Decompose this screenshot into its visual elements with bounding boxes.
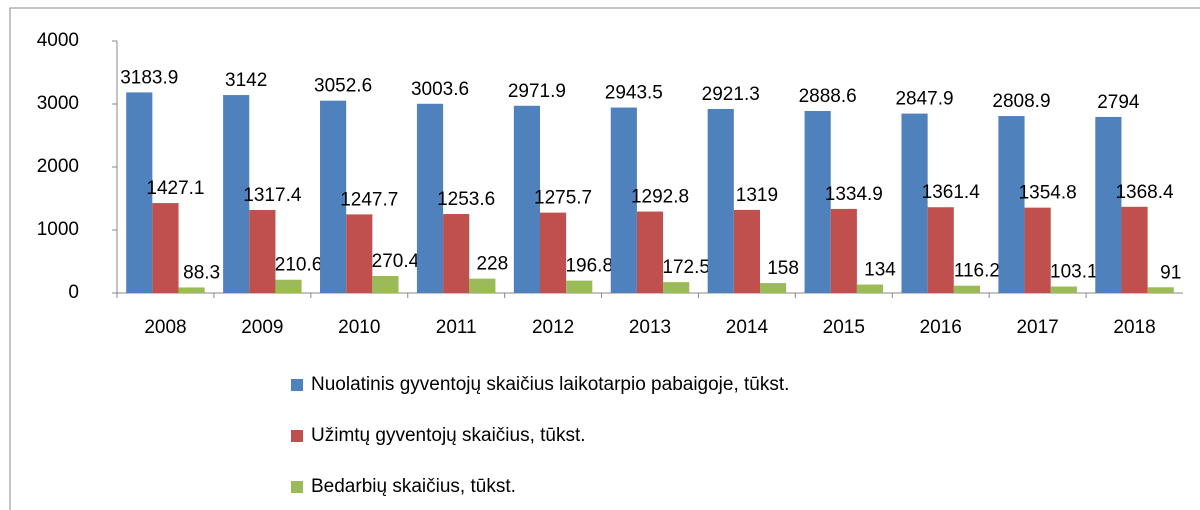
data-label: 158 (767, 258, 799, 279)
x-tick-label: 2010 (338, 317, 380, 338)
data-label: 1319 (736, 185, 778, 206)
bar (1050, 286, 1077, 293)
data-label: 1275.7 (534, 188, 592, 209)
x-tick-label: 2017 (1016, 317, 1058, 338)
bar (346, 214, 373, 293)
x-tick-label: 2009 (241, 317, 283, 338)
data-label: 2794 (1097, 92, 1140, 113)
legend-label: Bedarbių skaičius, tūkst. (311, 476, 516, 497)
bar (1024, 207, 1051, 293)
chart-frame (9, 7, 1200, 510)
x-tick-label: 2018 (1113, 317, 1155, 338)
x-tick-label: 2011 (436, 317, 477, 338)
legend-swatch (291, 379, 303, 391)
data-label: 1247.7 (340, 189, 398, 210)
data-label: 1354.8 (1019, 183, 1077, 204)
bar (856, 284, 884, 293)
data-label: 270.4 (372, 251, 420, 272)
legend-label: Užimtų gyventojų skaičius, tūkst. (311, 425, 586, 446)
data-label: 116.2 (954, 261, 1000, 282)
bar (372, 275, 399, 293)
data-label: 88.3 (183, 262, 220, 283)
data-label: 1253.6 (437, 189, 495, 210)
data-label: 2971.9 (508, 81, 566, 102)
data-label: 228 (476, 254, 508, 275)
data-label: 103.1 (1050, 262, 1098, 283)
data-label: 3183.9 (120, 67, 178, 88)
bar (320, 100, 347, 293)
data-label: 1361.4 (922, 182, 981, 203)
bar (610, 107, 637, 293)
x-tick-label: 2015 (823, 317, 865, 338)
data-label: 1334.9 (825, 184, 883, 205)
data-label: 196.8 (565, 256, 613, 277)
bar (953, 285, 980, 293)
bar (275, 279, 302, 293)
bar (469, 278, 496, 293)
y-tick-label: 2000 (37, 156, 79, 177)
y-tick-label: 4000 (37, 30, 79, 51)
bar (540, 212, 567, 293)
legend-swatch (291, 481, 303, 493)
data-label: 1292.8 (631, 187, 689, 208)
bar (416, 103, 444, 294)
bar (901, 113, 928, 293)
y-tick-label: 0 (68, 282, 79, 303)
data-label: 172.5 (662, 257, 710, 278)
y-tick-label: 3000 (37, 93, 79, 114)
data-label: 210.6 (275, 255, 323, 276)
data-label: 1368.4 (1115, 182, 1174, 203)
data-label: 1317.4 (243, 185, 302, 206)
bar (830, 208, 857, 293)
data-label: 3052.6 (314, 76, 372, 97)
data-label: 91 (1160, 262, 1181, 283)
data-label: 2921.3 (702, 84, 760, 105)
bar (223, 95, 250, 293)
bar (249, 210, 276, 293)
bar (927, 207, 954, 293)
bar (443, 214, 470, 293)
data-label: 2808.9 (992, 91, 1050, 112)
bar (759, 283, 787, 293)
x-tick-label: 2013 (629, 317, 671, 338)
data-label: 1427.1 (146, 178, 204, 199)
bar (126, 92, 153, 293)
legend-swatch (291, 430, 303, 442)
bar (733, 209, 760, 293)
x-tick-label: 2014 (726, 317, 769, 338)
bar (1095, 116, 1122, 293)
bar (804, 111, 831, 293)
bar (1121, 206, 1148, 293)
bar (998, 116, 1025, 293)
y-tick-label: 1000 (37, 219, 79, 240)
data-label: 2943.5 (605, 83, 663, 104)
data-label: 2847.9 (895, 89, 953, 110)
data-label: 134 (864, 260, 896, 281)
bar (152, 203, 179, 293)
bar (636, 211, 664, 293)
x-tick-label: 2016 (920, 317, 962, 338)
bar (566, 280, 593, 293)
legend-label: Nuolatinis gyventojų skaičius laikotarpi… (311, 374, 789, 395)
bar (178, 287, 205, 293)
data-label: 3003.6 (411, 79, 469, 100)
data-label: 2888.6 (799, 86, 857, 107)
bar (707, 108, 734, 293)
data-label: 3142 (225, 70, 267, 91)
bar (663, 282, 690, 293)
bar (513, 105, 541, 294)
x-tick-label: 2008 (144, 317, 186, 338)
x-tick-label: 2012 (532, 317, 574, 338)
bar (1147, 287, 1174, 293)
